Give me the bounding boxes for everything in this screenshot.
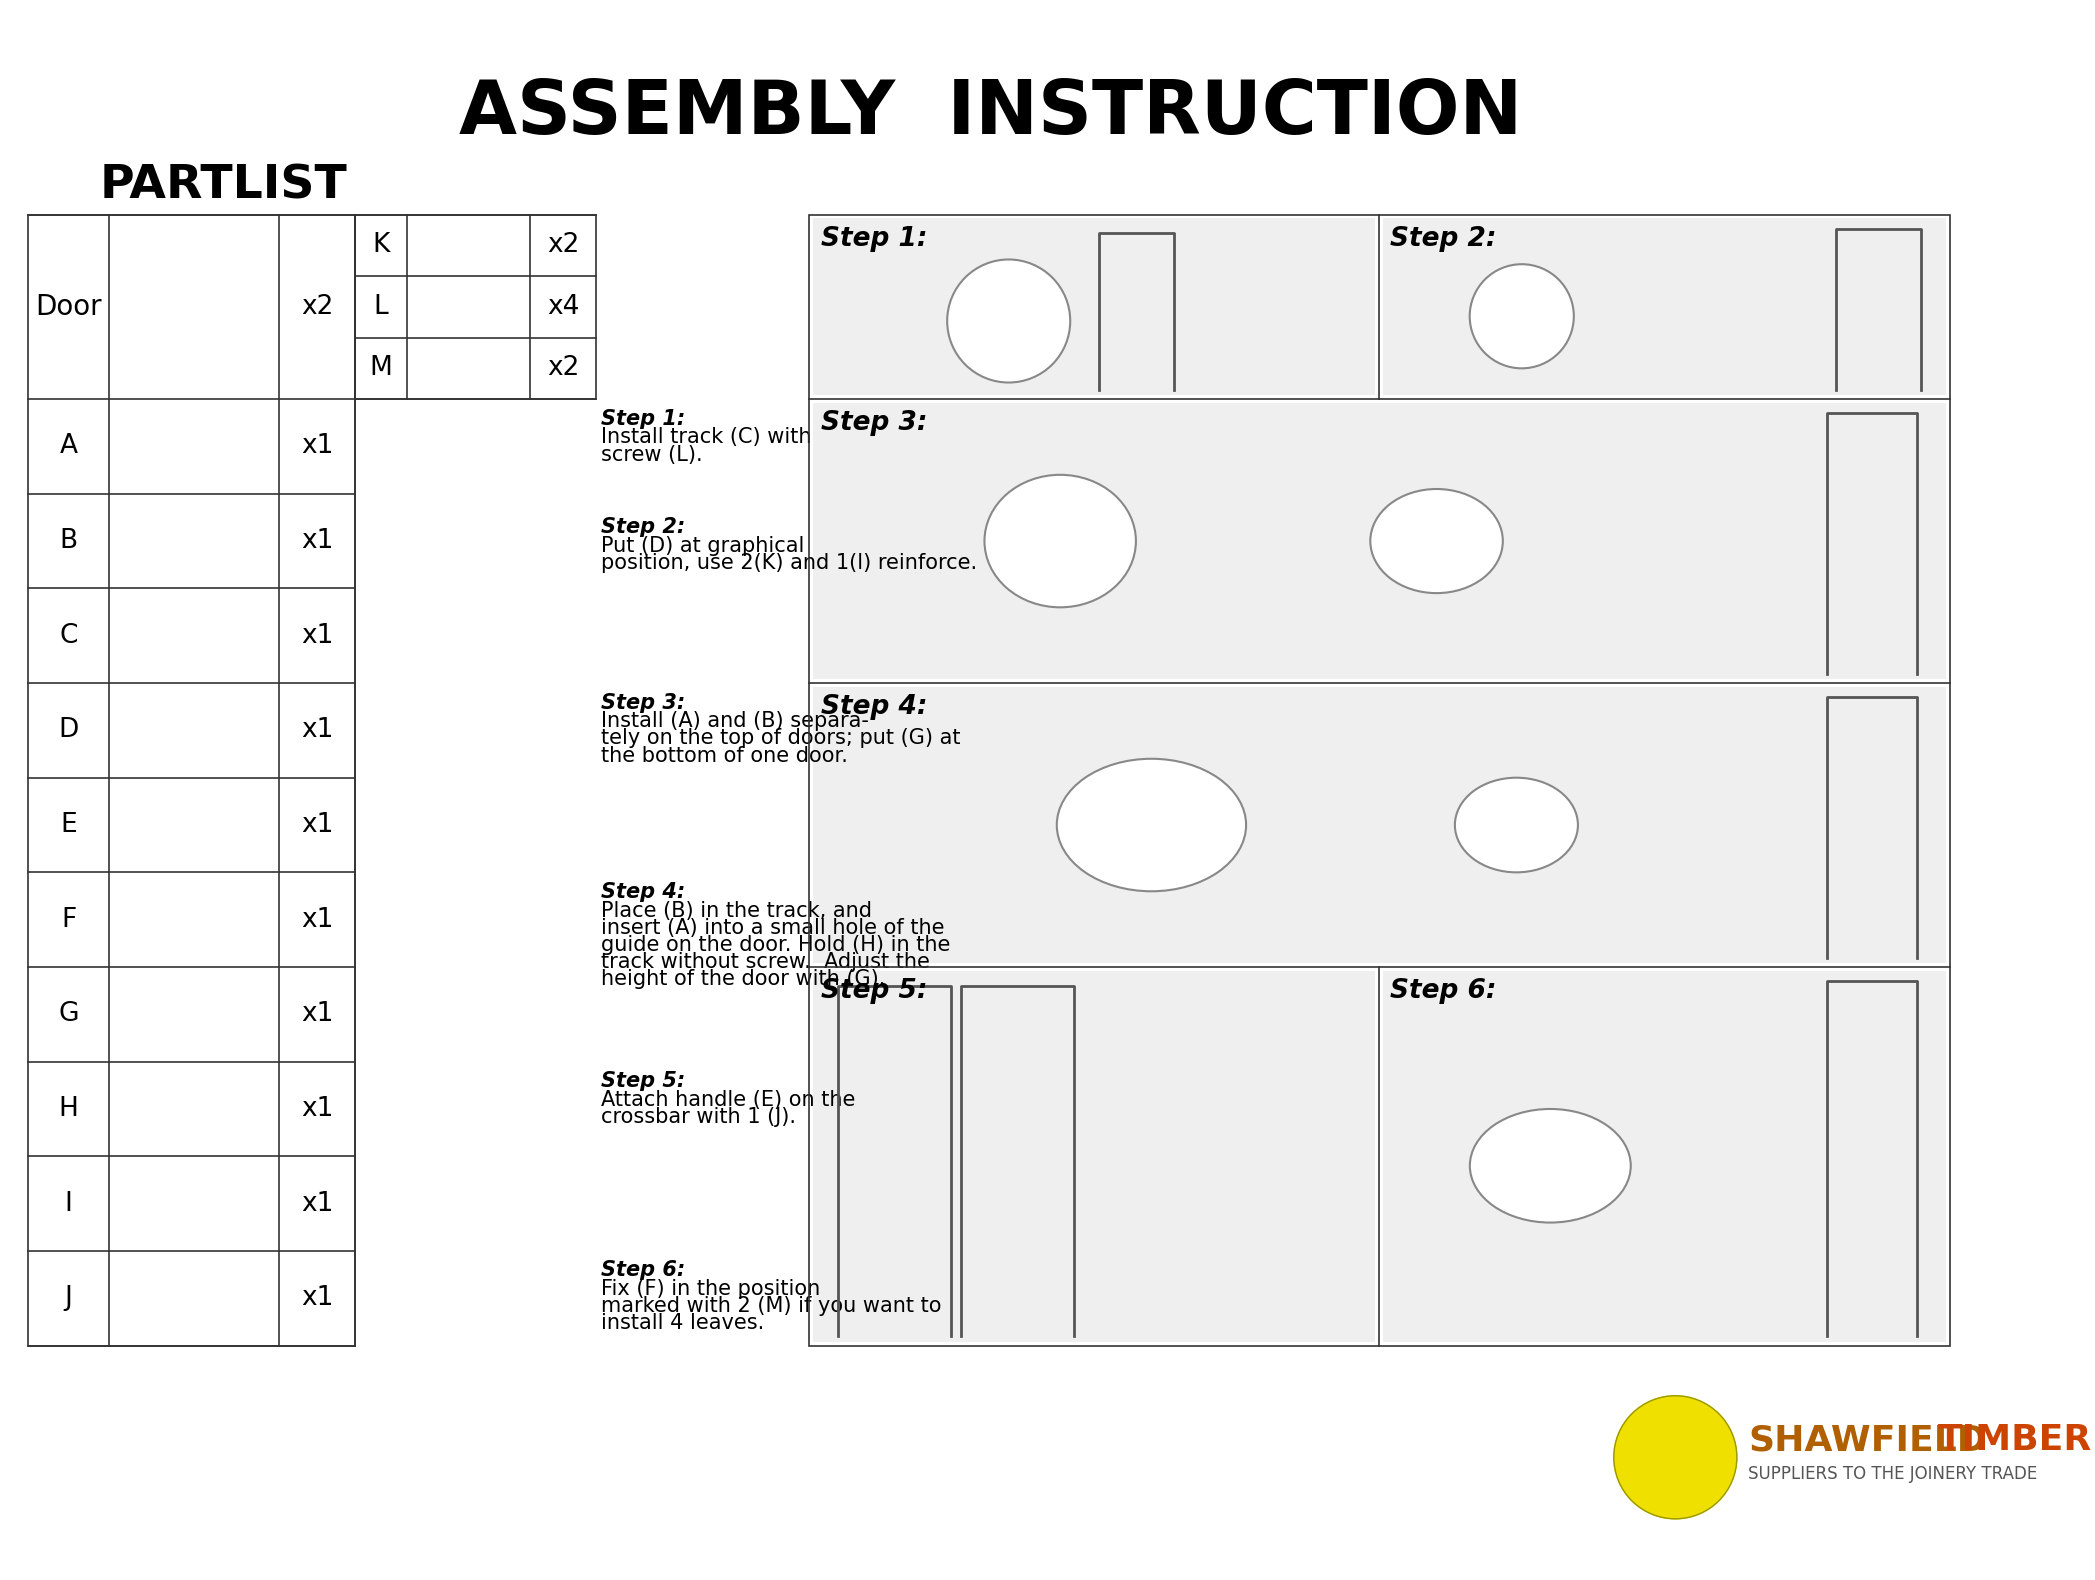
Text: I: I — [65, 1191, 73, 1217]
Text: Put (D) at graphical: Put (D) at graphical — [601, 536, 804, 556]
Text: Install (A) and (B) separa-: Install (A) and (B) separa- — [601, 711, 869, 732]
Text: Attach handle (E) on the: Attach handle (E) on the — [601, 1090, 855, 1111]
Text: G: G — [59, 1002, 80, 1027]
Text: x2: x2 — [547, 356, 580, 381]
Bar — [1383, 970, 1946, 1341]
Text: F: F — [61, 907, 75, 932]
Text: marked with 2 (M) if you want to: marked with 2 (M) if you want to — [601, 1296, 941, 1316]
Text: x2: x2 — [547, 232, 580, 258]
Text: x1: x1 — [302, 1002, 333, 1027]
Text: Step 6:: Step 6: — [1391, 978, 1496, 1005]
Bar — [354, 215, 597, 400]
Bar — [813, 403, 1946, 679]
Text: Step 3:: Step 3: — [821, 411, 926, 436]
Bar — [813, 970, 1374, 1341]
Text: M: M — [369, 356, 392, 381]
Ellipse shape — [1471, 264, 1573, 368]
Text: x1: x1 — [302, 1097, 333, 1122]
Ellipse shape — [947, 259, 1071, 382]
Ellipse shape — [1370, 488, 1502, 592]
Text: Step 1:: Step 1: — [601, 409, 685, 428]
Text: Step 4:: Step 4: — [821, 694, 926, 720]
Text: x1: x1 — [302, 528, 333, 555]
Text: tely on the top of doors; put (G) at: tely on the top of doors; put (G) at — [601, 728, 960, 749]
Text: Place (B) in the track, and: Place (B) in the track, and — [601, 901, 872, 921]
Text: Step 1:: Step 1: — [821, 226, 926, 251]
Text: PARTLIST: PARTLIST — [98, 164, 348, 209]
Text: TIMBER: TIMBER — [1938, 1424, 2091, 1457]
Text: C: C — [59, 623, 78, 649]
Text: B: B — [59, 528, 78, 555]
Text: Step 2:: Step 2: — [1391, 226, 1496, 251]
Text: Fix (F) in the position: Fix (F) in the position — [601, 1280, 821, 1299]
Text: SHAWFIELD: SHAWFIELD — [1747, 1424, 1986, 1457]
Bar — [1383, 218, 1946, 395]
Text: position, use 2(K) and 1(l) reinforce.: position, use 2(K) and 1(l) reinforce. — [601, 553, 976, 574]
Text: E: E — [61, 812, 78, 837]
Bar — [813, 687, 1946, 964]
Text: x1: x1 — [302, 812, 333, 837]
Ellipse shape — [985, 476, 1135, 607]
Text: L: L — [373, 294, 388, 319]
Text: x1: x1 — [302, 907, 333, 932]
Text: x1: x1 — [302, 433, 333, 460]
Text: x1: x1 — [302, 1285, 333, 1311]
Text: x1: x1 — [302, 1191, 333, 1217]
Text: crossbar with 1 (J).: crossbar with 1 (J). — [601, 1108, 796, 1127]
Text: Step 2:: Step 2: — [601, 517, 685, 537]
Text: D: D — [59, 717, 80, 743]
Circle shape — [1613, 1395, 1737, 1518]
Text: install 4 leaves.: install 4 leaves. — [601, 1313, 765, 1334]
Text: Step 3:: Step 3: — [601, 692, 685, 713]
Text: J: J — [65, 1285, 73, 1311]
Text: H: H — [59, 1097, 78, 1122]
Bar — [29, 215, 354, 1346]
Text: SUPPLIERS TO THE JOINERY TRADE: SUPPLIERS TO THE JOINERY TRADE — [1747, 1465, 2038, 1484]
Text: ASSEMBLY  INSTRUCTION: ASSEMBLY INSTRUCTION — [459, 77, 1523, 150]
Text: Step 5:: Step 5: — [601, 1071, 685, 1092]
Text: Install track (C) with: Install track (C) with — [601, 428, 811, 447]
Bar — [809, 215, 1950, 1346]
Bar — [813, 218, 1374, 395]
Text: x2: x2 — [302, 294, 333, 319]
Text: A: A — [59, 433, 78, 460]
Ellipse shape — [1471, 1109, 1630, 1223]
Ellipse shape — [1454, 777, 1578, 872]
Text: screw (L).: screw (L). — [601, 444, 702, 465]
Text: Step 4:: Step 4: — [601, 882, 685, 902]
Text: Step 6:: Step 6: — [601, 1261, 685, 1280]
Text: Door: Door — [36, 292, 103, 321]
Ellipse shape — [1056, 758, 1247, 891]
Text: x4: x4 — [547, 294, 580, 319]
Text: x1: x1 — [302, 623, 333, 649]
Text: track without screw.  Adjust the: track without screw. Adjust the — [601, 951, 930, 972]
Text: guide on the door. Hold (H) in the: guide on the door. Hold (H) in the — [601, 935, 951, 954]
Text: height of the door with (G).: height of the door with (G). — [601, 969, 886, 989]
Text: K: K — [373, 232, 390, 258]
Text: the bottom of one door.: the bottom of one door. — [601, 746, 848, 766]
Text: x1: x1 — [302, 717, 333, 743]
Text: Step 5:: Step 5: — [821, 978, 926, 1005]
Text: insert (A) into a small hole of the: insert (A) into a small hole of the — [601, 918, 945, 939]
